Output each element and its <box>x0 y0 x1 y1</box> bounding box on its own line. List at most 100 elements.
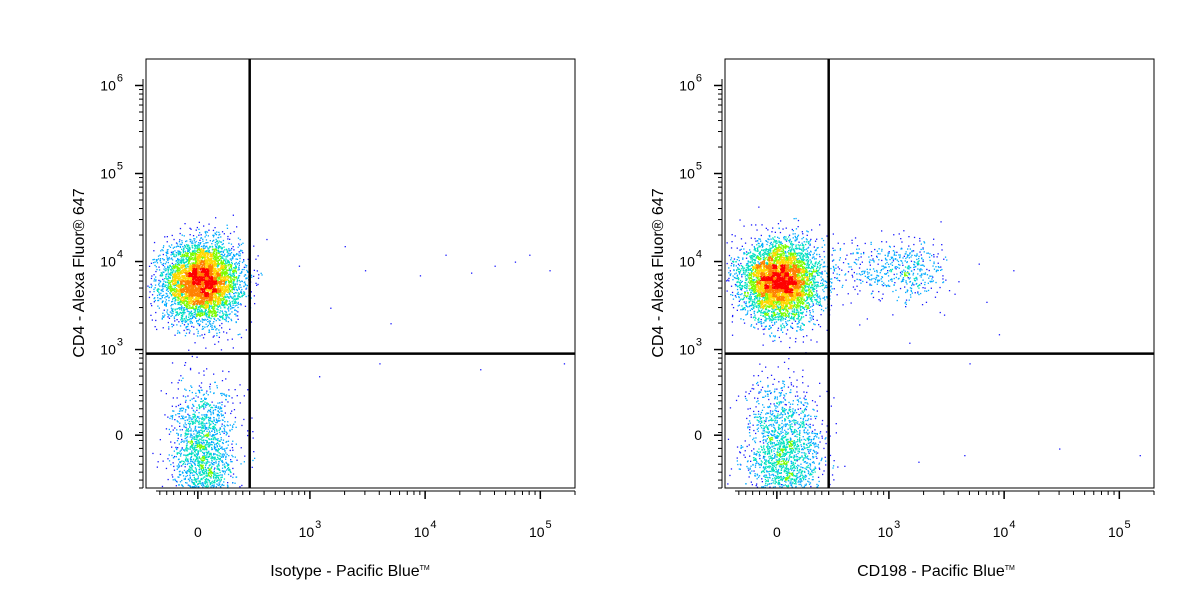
event-dot <box>173 285 175 287</box>
event-dot <box>214 244 216 246</box>
event-dot <box>232 257 234 259</box>
event-dot <box>188 269 190 272</box>
event-dot <box>214 325 216 327</box>
event-dot <box>201 301 204 304</box>
event-dot <box>194 253 196 255</box>
event-dot <box>211 305 213 307</box>
event-dot <box>194 425 197 428</box>
event-dot <box>195 229 197 231</box>
event-dot <box>209 464 211 466</box>
event-dot <box>219 471 221 474</box>
event-dot <box>225 300 227 302</box>
event-dot <box>171 416 174 418</box>
event-dot <box>214 294 216 296</box>
event-dot <box>159 280 161 282</box>
event-dot <box>241 271 243 273</box>
event-dot <box>213 485 215 488</box>
event-dot <box>235 283 237 285</box>
event-dot <box>187 252 189 255</box>
event-dot <box>183 308 185 310</box>
event-dot <box>209 482 212 484</box>
event-dot <box>147 285 149 287</box>
event-dot <box>227 285 229 288</box>
event-dot <box>221 262 223 264</box>
event-dot <box>190 258 192 260</box>
event-dot <box>182 309 185 311</box>
event-dot <box>202 319 204 321</box>
event-dot <box>226 279 228 281</box>
event-dot <box>220 474 222 476</box>
event-dot <box>167 278 169 280</box>
event-dot <box>151 285 153 287</box>
event-dot <box>212 311 214 313</box>
event-dot <box>186 247 188 249</box>
event-dot <box>182 311 184 313</box>
event-dot <box>194 250 196 252</box>
event-dot <box>184 264 186 267</box>
event-dot <box>196 485 198 487</box>
event-dot <box>200 458 202 460</box>
event-dot <box>212 413 214 415</box>
event-dot <box>197 435 199 437</box>
event-dot <box>174 275 176 277</box>
event-dot <box>217 261 219 263</box>
event-dot <box>208 315 210 317</box>
event-dot <box>183 310 185 312</box>
event-dot <box>205 312 207 315</box>
event-dot <box>211 441 213 443</box>
event-dot <box>234 309 236 311</box>
event-dot <box>207 478 209 481</box>
event-dot <box>240 250 242 252</box>
event-dot <box>200 446 203 448</box>
event-dot <box>211 326 213 328</box>
event-dot <box>182 307 184 309</box>
event-dot <box>225 301 228 303</box>
event-dot <box>219 324 221 327</box>
event-dot <box>192 253 194 255</box>
event-dot <box>186 297 188 299</box>
event-dot <box>209 469 211 471</box>
event-dot <box>177 413 179 415</box>
event-dot <box>205 309 207 311</box>
event-dot <box>179 252 182 254</box>
event-dot <box>213 404 215 406</box>
event-dot <box>190 265 192 267</box>
event-dot <box>218 331 221 334</box>
event-dot <box>213 453 215 455</box>
event-dot <box>211 254 213 256</box>
event-dot <box>226 255 228 257</box>
event-dot <box>179 284 181 286</box>
event-dot <box>201 482 203 484</box>
event-dot <box>169 246 172 248</box>
event-dot <box>196 296 198 298</box>
event-dot <box>183 269 185 271</box>
event-dot <box>183 449 185 451</box>
event-dot <box>208 247 210 250</box>
event-dot <box>194 448 196 451</box>
event-dot <box>205 439 207 442</box>
event-dot <box>240 291 243 293</box>
event-dot <box>235 286 237 289</box>
event-dot <box>205 444 207 446</box>
event-dot <box>201 318 203 320</box>
event-dot <box>228 455 230 457</box>
event-dot <box>494 265 496 267</box>
event-dot <box>162 249 164 252</box>
event-dot <box>204 416 206 418</box>
event-dot <box>223 233 225 235</box>
event-dot <box>217 475 219 477</box>
event-dot <box>198 307 200 309</box>
event-dot <box>176 313 178 316</box>
event-dot <box>219 268 221 270</box>
event-dot <box>203 458 206 460</box>
event-dot <box>229 254 231 256</box>
event-dot <box>220 260 223 262</box>
event-dot <box>189 415 191 417</box>
event-dot <box>227 308 229 310</box>
event-dot <box>224 291 226 293</box>
event-dot <box>201 314 203 316</box>
event-dot <box>192 252 194 254</box>
event-dot <box>224 286 227 288</box>
event-dot <box>204 307 206 310</box>
event-dot <box>203 445 205 448</box>
